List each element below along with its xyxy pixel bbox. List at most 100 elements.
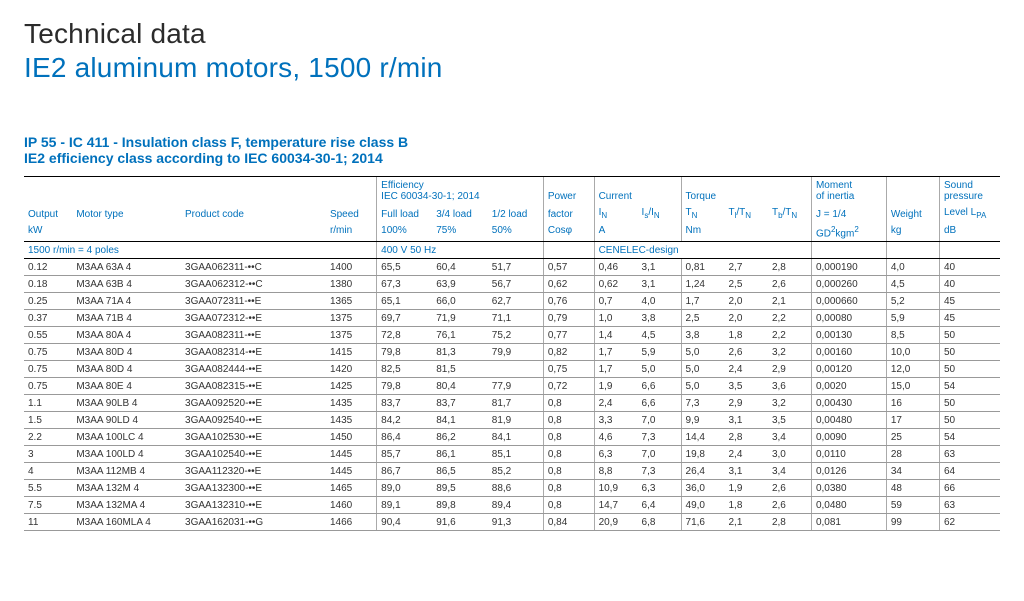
- table-cell: 1,7: [594, 344, 637, 361]
- table-cell: 3GAA162031-••G: [181, 514, 326, 531]
- table-cell: 0,00130: [811, 327, 886, 344]
- table-cell: 81,7: [488, 395, 544, 412]
- table-cell: 7,0: [638, 412, 682, 429]
- table-cell: 90,4: [377, 514, 433, 531]
- table-cell: 4,0: [886, 259, 939, 276]
- table-cell: 36,0: [681, 480, 724, 497]
- table-cell: 7,3: [638, 463, 682, 480]
- table-cell: 5,9: [638, 344, 682, 361]
- section-poles: 1500 r/min = 4 poles: [24, 242, 377, 259]
- unit-gd: GD2kgm2: [811, 222, 886, 242]
- table-cell: 0,62: [543, 276, 594, 293]
- table-cell: 2,6: [768, 497, 812, 514]
- table-cell: 0,00160: [811, 344, 886, 361]
- unit-a: A: [594, 222, 637, 242]
- table-cell: 0.75: [24, 361, 72, 378]
- table-cell: 0,00120: [811, 361, 886, 378]
- table-cell: 1,4: [594, 327, 637, 344]
- col-34-load: 3/4 load: [432, 204, 488, 222]
- table-cell: 3GAA062311-••C: [181, 259, 326, 276]
- table-cell: 2,6: [768, 276, 812, 293]
- table-cell: 2,1: [768, 293, 812, 310]
- spec-line-1: IP 55 - IC 411 - Insulation class F, tem…: [24, 134, 1000, 150]
- table-cell: 4: [24, 463, 72, 480]
- table-cell: 99: [886, 514, 939, 531]
- table-cell: 63: [939, 497, 1000, 514]
- table-cell: 3,5: [768, 412, 812, 429]
- table-cell: 82,5: [377, 361, 433, 378]
- table-cell: M3AA 90LD 4: [72, 412, 181, 429]
- table-cell: 3,1: [725, 463, 768, 480]
- unit-75: 75%: [432, 222, 488, 242]
- table-cell: M3AA 71B 4: [72, 310, 181, 327]
- table-cell: 2,8: [768, 259, 812, 276]
- table-cell: 66,0: [432, 293, 488, 310]
- table-cell: 5,0: [681, 361, 724, 378]
- table-cell: 1,7: [594, 361, 637, 378]
- table-cell: 0.18: [24, 276, 72, 293]
- table-cell: 86,4: [377, 429, 433, 446]
- table-cell: 3,1: [638, 259, 682, 276]
- table-cell: 3,1: [725, 412, 768, 429]
- table-cell: 88,6: [488, 480, 544, 497]
- table-cell: 0,0480: [811, 497, 886, 514]
- table-cell: 86,2: [432, 429, 488, 446]
- table-cell: 2,0: [725, 310, 768, 327]
- table-cell: 81,9: [488, 412, 544, 429]
- table-cell: 11: [24, 514, 72, 531]
- table-cell: 62,7: [488, 293, 544, 310]
- table-cell: 0.12: [24, 259, 72, 276]
- table-cell: 2,8: [768, 514, 812, 531]
- unit-kw: kW: [24, 222, 72, 242]
- table-cell: 3GAA082444-••E: [181, 361, 326, 378]
- table-cell: 3GAA102540-••E: [181, 446, 326, 463]
- table-cell: 91,3: [488, 514, 544, 531]
- table-cell: 89,1: [377, 497, 433, 514]
- table-cell: 0,00080: [811, 310, 886, 327]
- table-cell: M3AA 63A 4: [72, 259, 181, 276]
- table-cell: 45: [939, 310, 1000, 327]
- table-cell: 6,6: [638, 395, 682, 412]
- table-cell: 3GAA132310-••E: [181, 497, 326, 514]
- table-cell: 19,8: [681, 446, 724, 463]
- table-cell: 3GAA092520-••E: [181, 395, 326, 412]
- table-cell: 1465: [326, 480, 377, 497]
- table-cell: 0,8: [543, 395, 594, 412]
- table-cell: 2,1: [725, 514, 768, 531]
- table-cell: 83,7: [432, 395, 488, 412]
- table-cell: 85,2: [488, 463, 544, 480]
- table-cell: 4,0: [638, 293, 682, 310]
- table-cell: 4,6: [594, 429, 637, 446]
- table-row: 4M3AA 112MB 43GAA112320-••E144586,786,58…: [24, 463, 1000, 480]
- table-cell: 83,7: [377, 395, 433, 412]
- table-cell: 2,4: [725, 361, 768, 378]
- table-cell: 1435: [326, 395, 377, 412]
- table-cell: 1.1: [24, 395, 72, 412]
- table-cell: 71,1: [488, 310, 544, 327]
- table-cell: 1435: [326, 412, 377, 429]
- table-cell: 3GAA062312-••C: [181, 276, 326, 293]
- table-cell: 84,2: [377, 412, 433, 429]
- table-cell: 54: [939, 378, 1000, 395]
- table-cell: 0,72: [543, 378, 594, 395]
- col-titn: Tl/TN: [725, 204, 768, 222]
- table-row: 0.18M3AA 63B 43GAA062312-••C138067,363,9…: [24, 276, 1000, 293]
- table-cell: 26,4: [681, 463, 724, 480]
- table-cell: 45: [939, 293, 1000, 310]
- table-cell: 86,7: [377, 463, 433, 480]
- table-cell: 50: [939, 327, 1000, 344]
- table-cell: 3GAA102530-••E: [181, 429, 326, 446]
- col-weight: Weight: [886, 204, 939, 222]
- table-cell: M3AA 63B 4: [72, 276, 181, 293]
- table-cell: 0,8: [543, 463, 594, 480]
- col-isin: Is/IN: [638, 204, 682, 222]
- table-cell: M3AA 160MLA 4: [72, 514, 181, 531]
- table-cell: 49,0: [681, 497, 724, 514]
- table-cell: 5,0: [681, 378, 724, 395]
- col-group-current: Current: [594, 177, 681, 205]
- table-cell: 17: [886, 412, 939, 429]
- col-tbtn: Tb/TN: [768, 204, 812, 222]
- table-cell: 69,7: [377, 310, 433, 327]
- table-cell: 3,8: [681, 327, 724, 344]
- table-cell: 5,0: [681, 344, 724, 361]
